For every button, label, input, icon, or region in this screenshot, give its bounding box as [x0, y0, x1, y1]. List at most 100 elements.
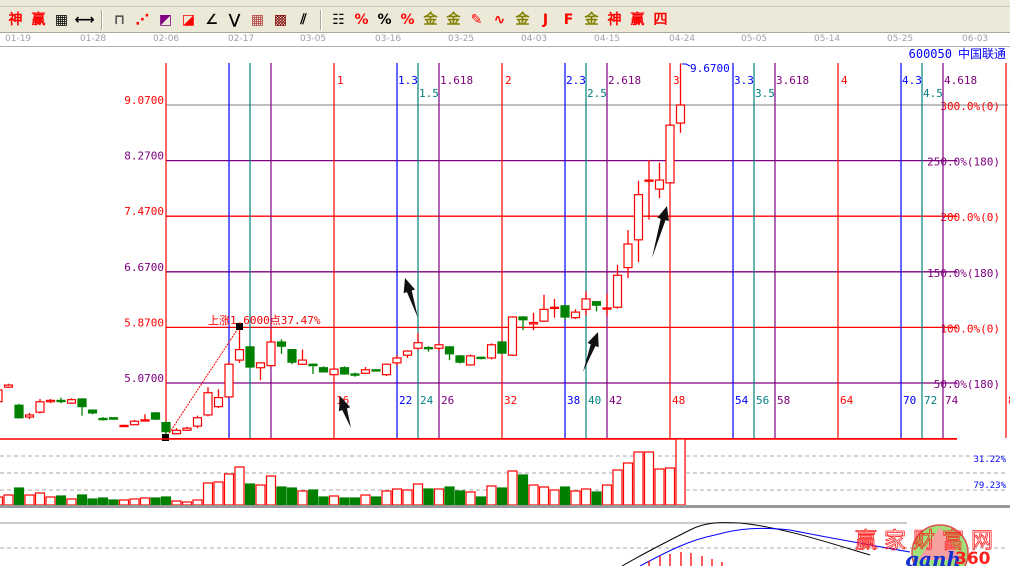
candle — [392, 355, 402, 366]
date-tick-label: 01-28 — [80, 34, 107, 44]
volume-label: 79.23% — [973, 481, 1006, 491]
level-label: 200.0%(0) — [940, 211, 1000, 224]
candle — [581, 291, 591, 316]
width-icon: ⟷ — [74, 12, 95, 28]
volume-bar — [97, 497, 109, 506]
percent-slash-button[interactable]: % — [350, 9, 373, 31]
parallel-button[interactable]: ⫽ — [292, 9, 315, 31]
ruler-icon: ▦ — [54, 12, 69, 28]
candle — [444, 346, 455, 361]
shen-icon: 神 — [8, 12, 23, 28]
frame-button[interactable]: ⊓ — [108, 9, 131, 31]
brush-icon: ✎ — [470, 12, 483, 28]
time-line-bottom-label: 70 — [903, 394, 916, 407]
ying-icon: 赢 — [31, 12, 46, 28]
candle-body — [476, 356, 486, 360]
gann-box-button[interactable]: ◪ — [177, 9, 200, 31]
shen-lines-icon: 神 — [607, 12, 622, 28]
candle — [35, 398, 45, 414]
f-lines-button[interactable]: F — [557, 9, 580, 31]
candle-body — [560, 305, 570, 318]
zigzag-button[interactable]: ⋁ — [223, 9, 246, 31]
volume-bar — [318, 496, 329, 506]
brush-button[interactable]: ✎ — [465, 9, 488, 31]
candle — [318, 366, 329, 373]
fan-line-button[interactable]: ⋰ — [131, 9, 154, 31]
candle-body — [224, 363, 234, 398]
candle-body — [308, 363, 318, 367]
candle-body — [0, 389, 3, 403]
date-tick-label: 03-05 — [300, 34, 327, 44]
logo-number-text: 360 — [955, 549, 991, 566]
frame-icon: ⊓ — [113, 12, 126, 28]
candle — [381, 363, 392, 377]
volume-bar — [391, 488, 403, 506]
gold-lines-icon: 金 — [446, 12, 461, 28]
date-tick-label: 03-16 — [375, 34, 402, 44]
shen-button[interactable]: 神 — [4, 9, 27, 31]
ruler-button[interactable]: ▦ — [50, 9, 73, 31]
percent-lines-button[interactable]: % — [396, 9, 419, 31]
candle — [0, 389, 3, 403]
angle-button[interactable]: ∠ — [200, 9, 223, 31]
time-line-top-label: 2.3 — [566, 74, 586, 87]
candle — [45, 398, 56, 404]
box-fan-button[interactable]: ◩ — [154, 9, 177, 31]
time-line-top-label: 3.3 — [734, 74, 754, 87]
candle — [350, 372, 360, 377]
volume-bar — [507, 470, 518, 506]
si-lines-button[interactable]: 四 — [649, 9, 672, 31]
gold-circle-button[interactable]: 金 — [419, 9, 442, 31]
volume-bar — [129, 498, 140, 506]
volume-bar — [423, 488, 434, 506]
candle-body — [350, 373, 360, 376]
candle — [66, 398, 77, 404]
grid-box-button[interactable]: ▩ — [269, 9, 292, 31]
gold-button[interactable]: 金 — [511, 9, 534, 31]
candle — [297, 349, 308, 365]
candle-body — [633, 194, 644, 241]
volume-bar — [55, 495, 67, 506]
candle-body — [245, 346, 255, 368]
ying-lines-button[interactable]: 赢 — [626, 9, 649, 31]
volume-bar — [517, 474, 529, 506]
candle — [665, 123, 675, 184]
volume-bar — [66, 498, 77, 506]
date-tick-label: 05-14 — [814, 34, 841, 44]
candle-body — [465, 355, 476, 366]
candle — [644, 159, 654, 220]
percent-button[interactable]: % — [373, 9, 396, 31]
ying-button[interactable]: 赢 — [27, 9, 50, 31]
gold-fan-button[interactable]: 金 — [580, 9, 603, 31]
candle — [497, 341, 507, 354]
gold-lines-button[interactable]: 金 — [442, 9, 465, 31]
wave-button[interactable]: ∿ — [488, 9, 511, 31]
candle-body — [549, 306, 560, 310]
date-tick-label: 04-24 — [669, 34, 696, 44]
j-lines-button[interactable]: J — [534, 9, 557, 31]
candle — [266, 328, 276, 368]
time-line-bottom-label: 32 — [504, 394, 517, 407]
indicator-line-blue — [639, 527, 911, 566]
table-button[interactable]: ☷ — [327, 9, 350, 31]
volume-bar — [150, 497, 161, 506]
candle — [87, 409, 98, 415]
shen-lines-button[interactable]: 神 — [603, 9, 626, 31]
time-line-top-label: 3 — [673, 74, 680, 87]
f-lines-icon: F — [563, 12, 574, 28]
high-price-label: 9.6700 — [690, 62, 730, 75]
grid-button[interactable]: ▦ — [246, 9, 269, 31]
table-icon: ☷ — [332, 12, 345, 28]
time-line-bottom-label: 40 — [588, 394, 601, 407]
candle-body — [612, 274, 623, 308]
volume-bar — [360, 494, 371, 506]
width-button[interactable]: ⟷ — [73, 9, 96, 31]
date-tick-label: 05-25 — [887, 34, 914, 44]
volume-label: 31.22% — [973, 455, 1006, 465]
candle-body — [507, 316, 518, 356]
candle-body — [581, 298, 591, 310]
candle — [423, 346, 434, 352]
candle — [413, 332, 423, 350]
candle — [108, 417, 119, 420]
